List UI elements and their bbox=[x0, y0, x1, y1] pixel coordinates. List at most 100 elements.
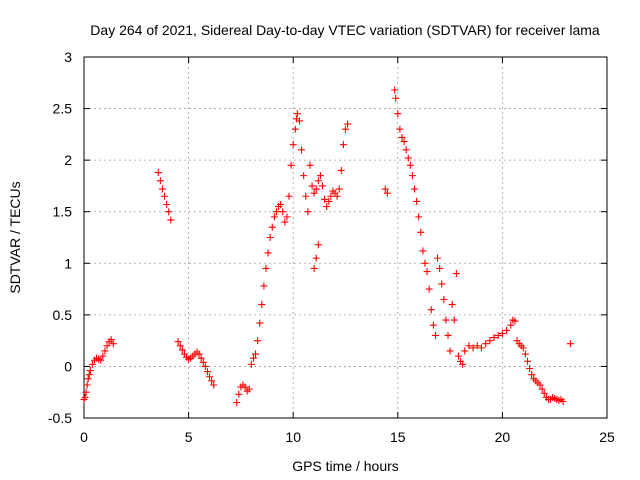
y-axis-label: SDTVAR / TECUs bbox=[7, 181, 23, 293]
data-point bbox=[417, 228, 425, 236]
data-point bbox=[293, 110, 301, 118]
y-tick-label: 0 bbox=[64, 358, 72, 374]
data-point bbox=[195, 350, 203, 358]
data-point bbox=[210, 381, 218, 389]
data-point bbox=[306, 161, 314, 169]
chart-title: Day 264 of 2021, Sidereal Day-to-day VTE… bbox=[90, 22, 600, 38]
data-point bbox=[503, 326, 511, 334]
data-point bbox=[450, 316, 458, 324]
data-point bbox=[342, 125, 349, 133]
data-point bbox=[528, 371, 536, 379]
data-point bbox=[277, 200, 285, 208]
axis-ticks bbox=[83, 56, 608, 419]
data-point bbox=[486, 337, 494, 345]
data-point bbox=[103, 342, 111, 350]
data-point bbox=[82, 388, 90, 396]
data-point bbox=[434, 254, 442, 262]
data-point bbox=[83, 381, 91, 389]
data-point bbox=[161, 192, 169, 200]
data-point bbox=[268, 223, 276, 231]
data-point bbox=[339, 141, 347, 149]
data-point bbox=[408, 172, 416, 180]
data-point bbox=[270, 213, 278, 221]
y-tick-label: -0.5 bbox=[48, 410, 72, 426]
data-point bbox=[249, 354, 257, 362]
data-point bbox=[241, 383, 249, 391]
data-point bbox=[482, 340, 490, 348]
data-point bbox=[333, 192, 341, 200]
data-point bbox=[406, 161, 414, 169]
data-point bbox=[304, 208, 312, 216]
data-point bbox=[419, 247, 427, 255]
data-point bbox=[84, 375, 92, 383]
data-point bbox=[203, 368, 211, 376]
data-point bbox=[312, 254, 320, 262]
data-point bbox=[283, 213, 291, 221]
data-point bbox=[298, 146, 306, 154]
data-point bbox=[266, 234, 274, 241]
data-point bbox=[429, 321, 437, 329]
data-point bbox=[446, 347, 454, 355]
data-point bbox=[262, 264, 270, 272]
data-point bbox=[279, 208, 287, 216]
data-point bbox=[85, 371, 93, 379]
data-point bbox=[452, 270, 460, 278]
data-point bbox=[308, 182, 316, 190]
data-point bbox=[314, 177, 322, 185]
data-point bbox=[300, 172, 308, 180]
data-point bbox=[383, 189, 391, 197]
data-point bbox=[413, 197, 421, 205]
x-tick-label: 0 bbox=[80, 429, 88, 445]
data-point bbox=[337, 166, 345, 174]
data-point bbox=[538, 385, 546, 393]
data-point bbox=[540, 389, 548, 397]
y-tick-label: 1.5 bbox=[53, 204, 73, 220]
data-point bbox=[438, 280, 446, 288]
data-point bbox=[521, 350, 529, 358]
data-point bbox=[254, 337, 262, 345]
data-point bbox=[415, 213, 423, 221]
data-point bbox=[310, 189, 318, 197]
data-point bbox=[199, 358, 207, 366]
x-tick-label: 15 bbox=[390, 429, 406, 445]
data-point bbox=[490, 334, 498, 342]
data-point bbox=[559, 397, 567, 405]
data-point bbox=[154, 169, 162, 177]
data-point bbox=[272, 208, 280, 216]
data-point bbox=[316, 172, 324, 180]
data-point bbox=[318, 182, 326, 190]
data-point bbox=[163, 200, 171, 208]
data-point bbox=[566, 340, 574, 348]
data-point bbox=[398, 133, 406, 141]
data-points bbox=[80, 86, 574, 407]
data-point bbox=[302, 192, 310, 200]
data-point bbox=[323, 203, 331, 211]
data-point bbox=[477, 344, 485, 352]
data-point bbox=[444, 331, 452, 339]
data-point bbox=[206, 373, 214, 381]
data-point bbox=[473, 342, 481, 350]
data-point bbox=[101, 347, 109, 355]
data-point bbox=[97, 356, 105, 364]
data-point bbox=[289, 141, 297, 149]
data-point bbox=[165, 208, 173, 216]
data-point bbox=[526, 364, 534, 372]
y-tick-labels: -0.5 0 0.5 1 1.5 2 2.5 3 bbox=[48, 49, 72, 426]
data-point bbox=[431, 331, 439, 339]
data-point bbox=[109, 340, 117, 348]
data-point bbox=[507, 321, 515, 329]
data-point bbox=[167, 216, 175, 224]
data-point bbox=[335, 185, 343, 193]
data-point bbox=[107, 336, 115, 344]
data-point bbox=[327, 192, 335, 200]
data-point bbox=[344, 120, 352, 128]
data-point bbox=[442, 316, 450, 324]
data-point bbox=[448, 301, 456, 309]
data-point bbox=[247, 360, 255, 368]
data-point bbox=[86, 367, 94, 375]
x-tick-labels: 0 5 10 15 20 25 bbox=[80, 429, 615, 445]
data-point bbox=[536, 381, 544, 389]
data-point bbox=[174, 338, 182, 346]
data-point bbox=[404, 154, 412, 162]
